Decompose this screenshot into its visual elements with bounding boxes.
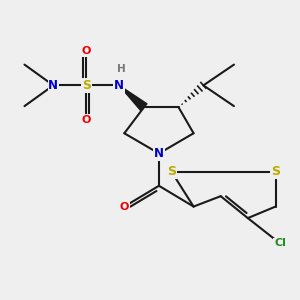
Text: N: N: [114, 79, 124, 92]
Text: N: N: [48, 79, 58, 92]
Text: S: S: [82, 79, 91, 92]
Text: O: O: [82, 46, 91, 56]
Text: S: S: [167, 165, 176, 178]
Text: H: H: [117, 64, 126, 74]
Text: Cl: Cl: [274, 238, 286, 248]
Text: S: S: [271, 165, 280, 178]
Text: O: O: [82, 115, 91, 125]
Polygon shape: [119, 85, 147, 111]
Text: O: O: [120, 202, 129, 212]
Text: N: N: [154, 147, 164, 160]
